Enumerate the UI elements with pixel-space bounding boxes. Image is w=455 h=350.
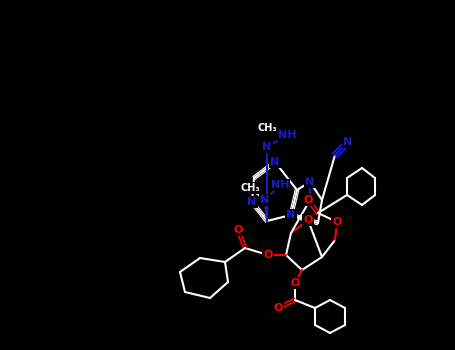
Text: N: N bbox=[263, 142, 272, 152]
Text: O: O bbox=[263, 250, 273, 260]
Text: CH₃: CH₃ bbox=[257, 123, 277, 133]
Text: O: O bbox=[273, 303, 283, 313]
Text: O: O bbox=[233, 225, 243, 235]
Text: N: N bbox=[260, 195, 270, 205]
Text: CH₃: CH₃ bbox=[240, 183, 260, 193]
Text: O: O bbox=[290, 278, 300, 288]
Text: N: N bbox=[270, 157, 280, 167]
Text: N: N bbox=[286, 210, 296, 220]
Text: O: O bbox=[332, 217, 342, 227]
Text: NH: NH bbox=[271, 180, 289, 190]
Text: O: O bbox=[303, 215, 313, 225]
Text: O: O bbox=[303, 195, 313, 205]
Text: N: N bbox=[344, 137, 353, 147]
Text: NH: NH bbox=[278, 130, 296, 140]
Text: N: N bbox=[248, 197, 257, 207]
Text: N: N bbox=[305, 177, 314, 187]
